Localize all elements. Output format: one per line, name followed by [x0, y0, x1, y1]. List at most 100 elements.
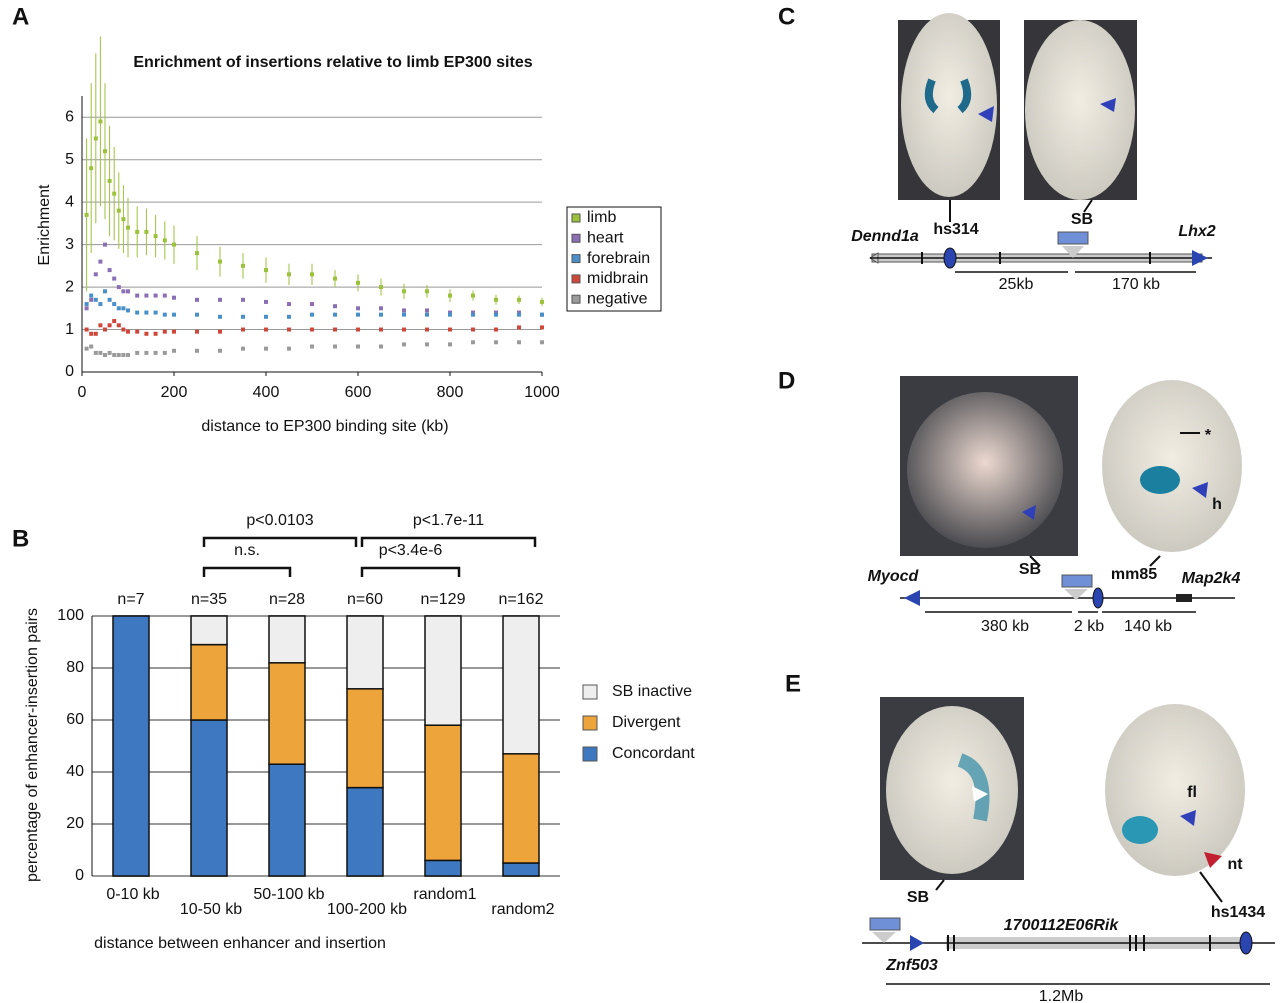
point — [84, 212, 89, 217]
point — [517, 325, 521, 330]
bar-segment — [424, 615, 462, 726]
point — [116, 323, 121, 328]
gene-arrow — [904, 590, 920, 606]
stain — [957, 753, 990, 822]
x-tick-label: 1000 — [524, 384, 560, 401]
x-tick-label: 400 — [253, 384, 280, 401]
sb-label: SB — [1071, 211, 1093, 228]
embryo — [886, 706, 1018, 874]
significance-label: p<1.7e-11 — [413, 512, 484, 529]
x-axis-label: distance between enhancer and insertion — [94, 935, 386, 952]
legend-box — [566, 206, 662, 312]
point — [540, 340, 544, 345]
point — [84, 346, 89, 351]
point — [93, 350, 98, 355]
point — [121, 353, 126, 358]
point — [121, 306, 126, 311]
point — [162, 350, 167, 355]
panel-letter: D — [778, 367, 795, 394]
count-label: n=60 — [347, 591, 383, 608]
point — [241, 297, 245, 302]
point — [116, 353, 121, 358]
legend-swatch — [582, 715, 598, 731]
legend-label: SB inactive — [612, 683, 692, 700]
legend-label: limb — [587, 209, 616, 226]
point — [103, 327, 107, 332]
point — [402, 312, 406, 317]
bracket — [360, 566, 461, 577]
point — [517, 310, 521, 315]
arrowhead — [978, 106, 994, 122]
point — [241, 314, 245, 319]
point — [195, 297, 199, 302]
legend-label: Divergent — [612, 714, 681, 731]
connector — [1199, 871, 1223, 903]
annotation: fl — [1187, 784, 1197, 801]
embryo — [901, 13, 997, 197]
point — [425, 327, 429, 332]
point — [121, 327, 126, 332]
point — [162, 293, 167, 298]
bar-segment — [268, 615, 306, 664]
point — [379, 344, 383, 349]
count-label: n=35 — [191, 591, 227, 608]
annotation: * — [1205, 427, 1212, 444]
point — [241, 263, 245, 268]
point — [379, 312, 383, 317]
insertion — [1062, 246, 1084, 258]
distance-label: 380 kb — [981, 618, 1029, 635]
point — [112, 319, 117, 324]
legend-label: midbrain — [587, 270, 648, 287]
annotation: h — [1212, 496, 1222, 513]
point — [402, 327, 406, 332]
significance-label: n.s. — [234, 542, 260, 559]
sb-label: SB — [907, 889, 929, 906]
point — [356, 312, 360, 317]
point — [333, 276, 337, 281]
x-tick-label: 800 — [437, 384, 464, 401]
bracket — [360, 536, 537, 547]
point — [287, 302, 291, 307]
point — [287, 272, 291, 277]
point — [264, 327, 268, 332]
point — [310, 272, 314, 277]
connector — [1149, 555, 1161, 567]
panel-letter: A — [12, 3, 29, 30]
point — [494, 312, 498, 317]
point — [153, 310, 158, 315]
distance-label: 2 kb — [1074, 618, 1104, 635]
y-tick-label: 6 — [65, 108, 74, 125]
point — [471, 340, 475, 345]
arrowhead — [972, 786, 988, 802]
connector — [1029, 555, 1041, 567]
point — [172, 242, 176, 247]
point — [89, 331, 94, 336]
legend-swatch — [582, 684, 598, 700]
bar-segment — [502, 615, 540, 755]
panel-d: Myocd SB mm85 Map2k4 380 kb 2 kb 140 kb … — [868, 376, 1242, 635]
point — [218, 297, 222, 302]
point — [153, 331, 158, 336]
point — [540, 312, 544, 317]
point — [471, 327, 475, 332]
point — [89, 293, 94, 298]
y-axis-label: Enrichment — [36, 184, 53, 265]
point — [540, 299, 544, 304]
bar-segment — [346, 786, 384, 877]
point — [153, 350, 158, 355]
stain — [1122, 816, 1158, 844]
x-tick-label: 600 — [345, 384, 372, 401]
transposon — [869, 917, 901, 931]
point — [448, 342, 452, 347]
point — [103, 353, 107, 358]
enhancer — [943, 247, 957, 269]
distance-label: 1.2Mb — [1039, 988, 1084, 1003]
gene-arrow — [910, 935, 924, 951]
point — [494, 297, 498, 302]
point — [448, 293, 452, 298]
legend-swatch — [582, 746, 598, 762]
point — [471, 293, 475, 298]
point — [98, 302, 103, 307]
x-tick-label: random1 — [413, 886, 476, 903]
y-tick-label: 80 — [66, 659, 84, 676]
